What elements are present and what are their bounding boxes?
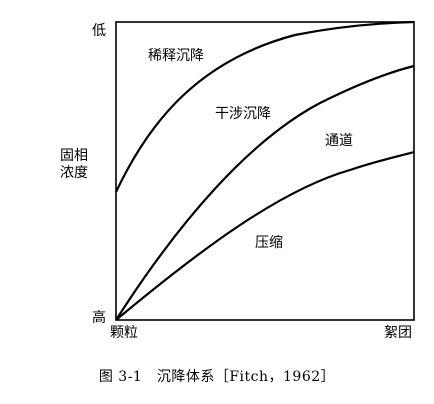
region-channel: 通道 bbox=[325, 133, 353, 149]
figure-caption: 图 3-1 沉降体系［Fitch，1962］ bbox=[98, 369, 336, 385]
dilute-hindered-boundary-curve bbox=[115, 20, 415, 193]
x-axis-left-label: 颗粒 bbox=[110, 325, 138, 341]
y-axis-title-line1: 固相 bbox=[60, 148, 88, 164]
y-axis-title-line2: 浓度 bbox=[60, 165, 88, 181]
x-axis-right-label: 絮团 bbox=[384, 324, 412, 341]
region-compression: 压缩 bbox=[255, 235, 283, 251]
region-hindered-settling: 干涉沉降 bbox=[215, 106, 271, 122]
region-dilute-settling: 稀释沉降 bbox=[148, 48, 204, 64]
y-axis-bottom-label: 高 bbox=[92, 309, 106, 326]
hindered-channel-boundary-curve bbox=[115, 64, 415, 321]
channel-compression-boundary-curve bbox=[115, 150, 415, 321]
plot-frame bbox=[115, 21, 415, 321]
y-axis-top-label: 低 bbox=[92, 23, 106, 39]
